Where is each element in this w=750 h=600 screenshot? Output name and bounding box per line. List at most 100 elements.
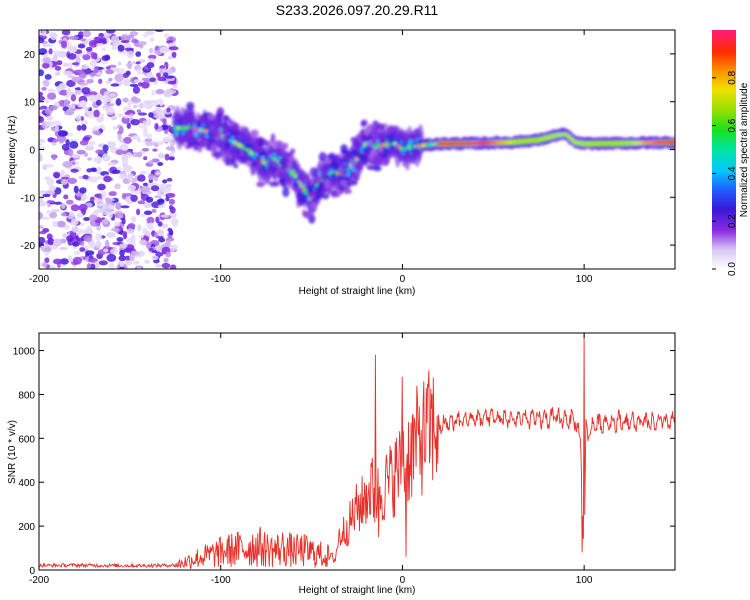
- noise-blob: [120, 205, 130, 209]
- x-tick-label: 100: [576, 274, 593, 285]
- scatter-blob: [366, 124, 375, 131]
- noise-blob: [66, 199, 74, 205]
- noise-blob: [102, 144, 109, 153]
- noise-blob: [56, 60, 63, 66]
- noise-blob: [130, 119, 140, 126]
- noise-blob: [105, 208, 115, 212]
- scatter-blob: [280, 182, 287, 187]
- noise-blob: [130, 194, 138, 202]
- noise-blob: [92, 126, 100, 132]
- noise-blob: [164, 75, 174, 79]
- noise-blob: [136, 109, 142, 113]
- noise-blob: [139, 43, 144, 49]
- noise-blob: [105, 197, 111, 203]
- noise-blob: [39, 153, 42, 162]
- noise-blob: [70, 94, 77, 102]
- scatter-blob: [306, 212, 315, 217]
- noise-blob: [142, 33, 149, 38]
- noise-blob: [66, 79, 76, 88]
- noise-blob: [92, 130, 101, 135]
- noise-blob: [158, 237, 166, 243]
- x-tick-label: -100: [211, 575, 231, 586]
- noise-blob: [48, 48, 53, 55]
- noise-blob: [48, 185, 57, 192]
- noise-blob: [165, 251, 172, 258]
- noise-blob: [39, 37, 45, 44]
- noise-blob: [60, 212, 67, 217]
- noise-blob: [85, 46, 93, 53]
- scatter-blob: [292, 182, 299, 187]
- noise-blob: [115, 202, 122, 210]
- noise-blob: [130, 216, 137, 223]
- noise-blob: [43, 79, 50, 87]
- scatter-blob: [336, 167, 346, 173]
- noise-blob: [105, 66, 111, 70]
- noise-blob: [102, 153, 109, 161]
- noise-blob: [60, 169, 65, 176]
- scatter-blob: [379, 158, 389, 166]
- noise-blob: [137, 174, 146, 182]
- scatter-blob: [192, 125, 199, 135]
- noise-blob: [44, 74, 52, 80]
- ridge-core: [410, 147, 416, 155]
- noise-blob: [56, 134, 67, 143]
- noise-blob: [101, 47, 106, 51]
- noise-blob: [96, 166, 102, 175]
- noise-blob: [39, 190, 48, 195]
- noise-blob: [47, 238, 55, 246]
- noise-blob: [86, 79, 94, 84]
- noise-blob: [86, 263, 92, 269]
- noise-blob: [165, 240, 171, 248]
- chart-title: S233.2026.097.20.29.R11: [276, 2, 439, 18]
- scatter-blob: [256, 181, 265, 188]
- noise-blob: [151, 209, 157, 213]
- scatter-blob: [290, 148, 296, 155]
- noise-blob: [137, 250, 145, 257]
- noise-blob: [155, 216, 160, 224]
- noise-blob: [152, 148, 158, 152]
- scatter-blob: [185, 112, 193, 121]
- noise-blob: [168, 205, 174, 210]
- spectrogram-cells: [39, 30, 675, 269]
- noise-blob: [70, 154, 81, 158]
- noise-blob: [107, 162, 117, 166]
- noise-blob: [66, 88, 72, 96]
- noise-blob: [116, 213, 124, 219]
- noise-blob: [52, 258, 63, 265]
- noise-blob: [46, 209, 52, 215]
- noise-blob: [86, 225, 93, 234]
- spectrogram-y-label: Frequency (Hz): [7, 116, 18, 185]
- noise-blob: [168, 46, 179, 51]
- noise-blob: [135, 151, 143, 158]
- noise-blob: [119, 266, 125, 269]
- noise-blob: [167, 80, 177, 85]
- noise-blob: [161, 223, 168, 229]
- noise-blob: [165, 146, 175, 151]
- noise-blob: [83, 217, 91, 221]
- scatter-blob: [364, 127, 370, 136]
- noise-blob: [145, 141, 154, 146]
- scatter-blob: [243, 142, 253, 150]
- noise-blob: [64, 110, 74, 116]
- noise-blob: [43, 57, 51, 64]
- scatter-blob: [379, 124, 385, 131]
- noise-blob: [123, 136, 132, 144]
- scatter-blob: [196, 137, 202, 143]
- noise-blob: [39, 48, 48, 55]
- noise-blob: [41, 86, 47, 91]
- noise-blob: [80, 38, 86, 42]
- ridge-core: [174, 129, 179, 137]
- noise-blob: [142, 182, 149, 187]
- noise-blob: [78, 71, 87, 79]
- noise-blob: [39, 69, 44, 77]
- noise-blob: [166, 89, 177, 94]
- noise-blob: [103, 218, 109, 225]
- noise-blob: [62, 233, 67, 239]
- noise-blob: [138, 235, 144, 239]
- scatter-blob: [303, 178, 308, 184]
- noise-blob: [120, 40, 130, 44]
- scatter-blob: [277, 140, 283, 149]
- noise-blob: [99, 37, 107, 42]
